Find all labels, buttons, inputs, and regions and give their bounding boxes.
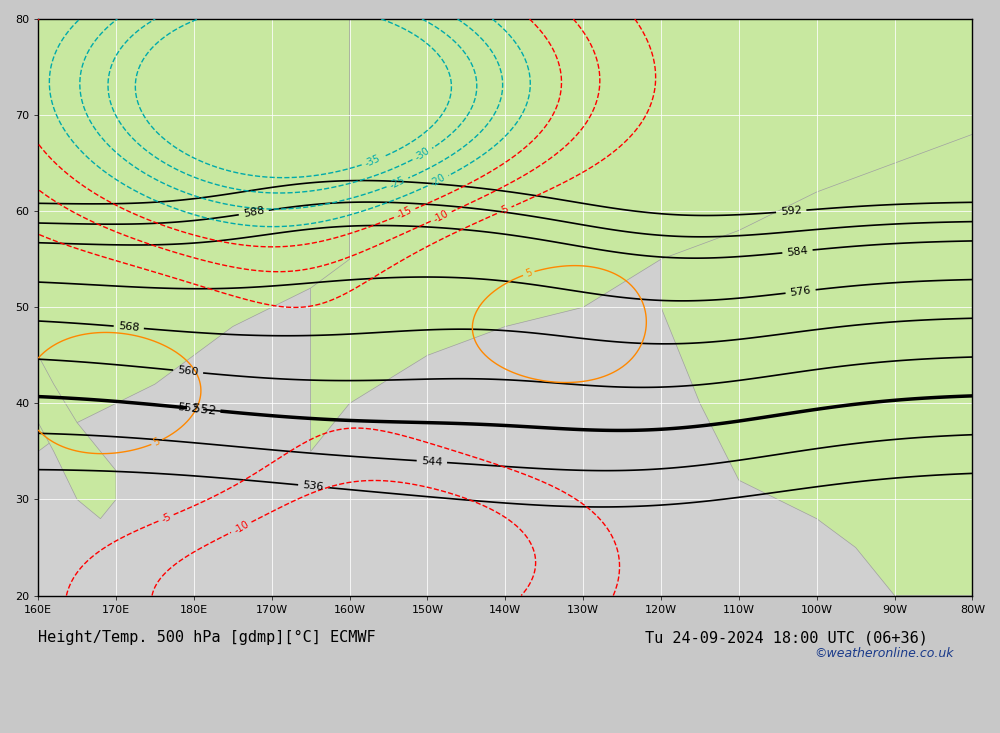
Text: -5: -5 xyxy=(160,511,173,524)
Text: -30: -30 xyxy=(413,146,432,163)
Text: 552: 552 xyxy=(191,402,216,417)
Polygon shape xyxy=(311,19,972,452)
Text: Height/Temp. 500 hPa [gdmp][°C] ECMWF: Height/Temp. 500 hPa [gdmp][°C] ECMWF xyxy=(38,630,376,645)
Text: 5: 5 xyxy=(524,268,533,279)
Text: -20: -20 xyxy=(429,172,447,189)
Text: -10: -10 xyxy=(432,208,451,224)
Text: 552: 552 xyxy=(177,402,199,414)
Polygon shape xyxy=(661,19,972,596)
Text: ©weatheronline.co.uk: ©weatheronline.co.uk xyxy=(814,647,954,660)
Text: Tu 24-09-2024 18:00 UTC (06+36): Tu 24-09-2024 18:00 UTC (06+36) xyxy=(645,630,928,645)
Text: 588: 588 xyxy=(242,206,265,219)
Text: 592: 592 xyxy=(780,205,802,217)
Text: 544: 544 xyxy=(421,456,443,468)
Text: 568: 568 xyxy=(118,321,140,334)
Text: -35: -35 xyxy=(363,153,382,169)
Text: 560: 560 xyxy=(177,365,199,377)
Text: 536: 536 xyxy=(302,480,324,493)
Text: 5: 5 xyxy=(152,436,162,448)
Text: 584: 584 xyxy=(786,246,809,257)
Polygon shape xyxy=(38,19,350,452)
Text: -15: -15 xyxy=(395,205,414,221)
Text: -25: -25 xyxy=(388,174,407,191)
Text: -10: -10 xyxy=(232,519,251,536)
Text: -5: -5 xyxy=(498,204,511,217)
Text: 576: 576 xyxy=(789,285,812,298)
Polygon shape xyxy=(38,356,116,519)
